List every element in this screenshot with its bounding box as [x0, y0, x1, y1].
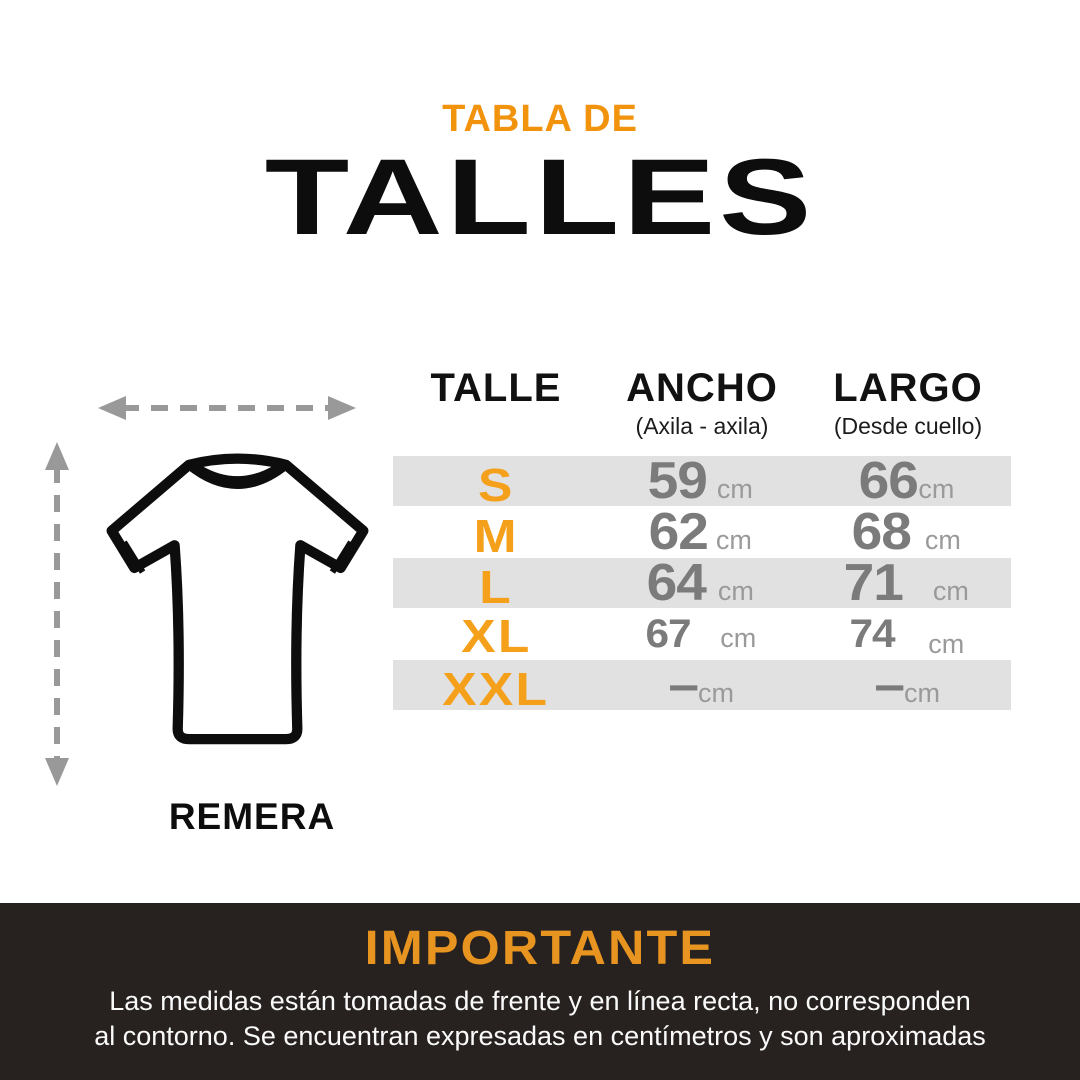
largo-unit: cm [924, 525, 961, 555]
largo-unit: cm [928, 629, 965, 659]
width-arrow-icon [96, 394, 358, 422]
footer-title: IMPORTANTE [364, 922, 716, 975]
table-row-l: L 64 cm 71 cm [393, 554, 1011, 612]
ancho-value: 67 [645, 612, 691, 656]
tshirt-icon [80, 438, 395, 768]
table-row-m: M 62 cm 68 cm [393, 503, 1011, 561]
table-header-row: TALLE ANCHO (Axila - axila) LARGO (Desde… [393, 366, 1011, 456]
size-table: TALLE ANCHO (Axila - axila) LARGO (Desde… [393, 366, 1011, 714]
size-label: L [479, 561, 513, 613]
length-arrow-icon [42, 440, 72, 788]
title-eyebrow: TABLA DE [442, 98, 638, 140]
ancho-value: 59 [647, 452, 708, 510]
ancho-value: – [668, 656, 699, 714]
ancho-unit: cm [697, 678, 734, 708]
ancho-unit: cm [715, 525, 752, 555]
footer-note-line2: al contorno. Se encuentran expresadas en… [94, 1021, 986, 1052]
ancho-value: 62 [648, 503, 709, 561]
largo-value: – [874, 656, 905, 714]
footer-note: Las medidas están tomadas de frente y en… [0, 984, 1080, 1054]
column-header-ancho: ANCHO (Axila - axila) [626, 366, 778, 439]
size-label: XL [460, 610, 532, 662]
largo-value: 71 [843, 554, 904, 612]
column-header-talle: TALLE [430, 366, 562, 410]
page-title: TALLES [264, 136, 816, 257]
size-label: S [477, 459, 515, 511]
ancho-value: 64 [646, 554, 707, 612]
garment-label: REMERA [168, 796, 336, 837]
size-label: XXL [442, 663, 550, 715]
footer-note-line1: Las medidas están tomadas de frente y en… [109, 986, 971, 1016]
largo-value: 74 [849, 612, 895, 656]
column-header-largo: LARGO (Desde cuello) [833, 366, 983, 439]
title-block: TABLA DE TALLES [0, 98, 1080, 251]
table-row-s: S 59 cm 66 cm [393, 452, 1011, 510]
size-label: M [473, 510, 519, 562]
footer-banner: IMPORTANTE Las medidas están tomadas de … [0, 903, 1080, 1080]
largo-value: 66 [858, 452, 918, 510]
ancho-unit: cm [716, 474, 753, 504]
table-row-xxl: XXL – cm – cm [393, 656, 1011, 714]
ancho-unit: cm [717, 576, 754, 606]
ancho-unit: cm [720, 623, 757, 653]
largo-value: 68 [851, 503, 912, 561]
largo-unit: cm [932, 576, 969, 606]
largo-unit: cm [918, 474, 955, 504]
largo-unit: cm [903, 678, 940, 708]
table-row-xl: XL 67 cm 74 cm [393, 609, 1011, 662]
